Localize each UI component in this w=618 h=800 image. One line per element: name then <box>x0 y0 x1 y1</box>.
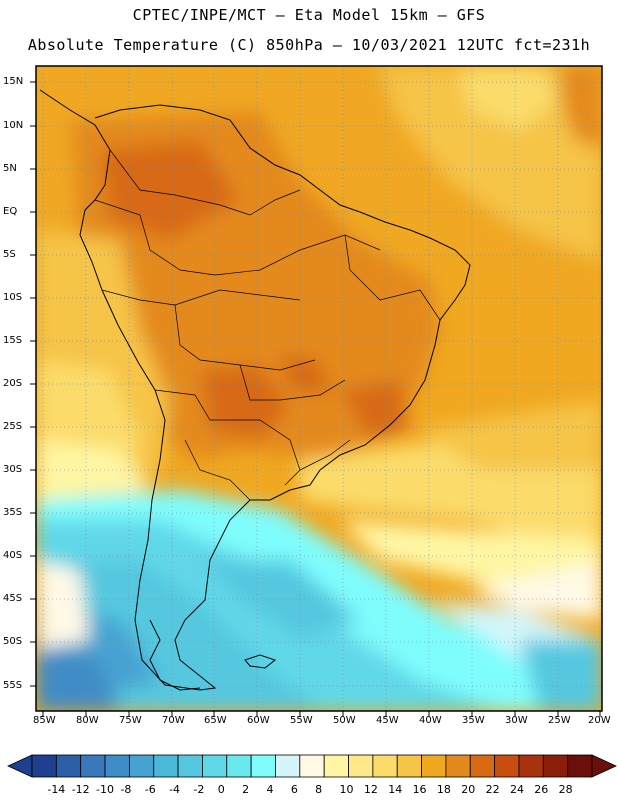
colorbar-tick-label: 22 <box>485 783 500 796</box>
colorbar-tick-label: 0 <box>217 783 225 796</box>
lat-label: 30S <box>3 464 23 475</box>
colorbar-cell <box>445 754 471 778</box>
colorbar-cell <box>421 754 447 778</box>
colorbar-tick-label: -10 <box>96 783 114 796</box>
lat-label: 10N <box>3 120 24 131</box>
colorbar-cell <box>396 754 422 778</box>
colorbar-tick-label: 20 <box>461 783 476 796</box>
colorbar-cells <box>7 754 617 778</box>
colorbar-cell <box>153 754 179 778</box>
lon-label: 80W <box>76 715 99 726</box>
colorbar-tick-label: 28 <box>558 783 573 796</box>
lat-label: 10S <box>3 292 23 303</box>
colorbar-cell <box>518 754 544 778</box>
colorbar-cell <box>348 754 374 778</box>
colorbar-cell <box>55 754 82 778</box>
country-borders <box>94 149 441 501</box>
colorbar-cell <box>80 754 106 778</box>
colorbar-tick-label: 12 <box>363 783 378 796</box>
colorbar-cell <box>469 754 496 778</box>
colorbar-cell <box>299 754 325 778</box>
colorbar-tick-label: -6 <box>144 783 156 796</box>
colorbar-tick-label: 10 <box>339 783 354 796</box>
lat-label: 45S <box>3 593 23 604</box>
colorbar-tick-label: 6 <box>290 783 298 796</box>
colorbar-cell <box>177 754 203 778</box>
lat-label: 15N <box>3 76 24 87</box>
lon-label: 40W <box>419 715 442 726</box>
lon-label: 35W <box>462 715 485 726</box>
lon-label: 30W <box>505 715 528 726</box>
lat-label: 50S <box>3 636 23 647</box>
colorbar-tick-label: 26 <box>534 783 549 796</box>
lat-label: 25S <box>3 421 23 432</box>
colorbar-tick-label: -12 <box>71 783 90 796</box>
colorbar-arrow-low <box>7 754 33 778</box>
colorbar-cell <box>494 754 520 778</box>
colorbar-tick-label: -4 <box>169 783 181 796</box>
colorbar-cell <box>226 754 252 778</box>
lat-label: 40S <box>3 550 23 561</box>
colorbar-cell <box>323 754 349 778</box>
colorbar-cell <box>250 754 276 778</box>
colorbar-cell <box>542 754 569 778</box>
temperature-field <box>36 66 602 711</box>
lon-label: 50W <box>333 715 356 726</box>
map-frame <box>35 65 603 712</box>
lon-label: 85W <box>33 715 56 726</box>
lat-label: 5S <box>3 249 16 260</box>
lon-label: 20W <box>588 715 611 726</box>
lat-label: 20S <box>3 378 23 389</box>
colorbar-tick-label: 8 <box>315 783 323 796</box>
colorbar-tick-label: -14 <box>47 783 66 796</box>
coastlines <box>39 89 471 691</box>
lat-label: 35S <box>3 507 23 518</box>
title-line-1: CPTEC/INPE/MCT – Eta Model 15km – GFS <box>132 6 486 24</box>
lon-label: 45W <box>376 715 399 726</box>
lat-label: 15S <box>3 335 23 346</box>
colorbar-tick-label: 16 <box>412 783 427 796</box>
title-line-2: Absolute Temperature (C) 850hPa – 10/03/… <box>27 36 591 54</box>
lon-label: 60W <box>247 715 270 726</box>
colorbar-tick-label: 18 <box>436 783 451 796</box>
colorbar-tick-label: -2 <box>193 783 205 796</box>
colorbar-cell <box>202 754 228 778</box>
colorbar-cell <box>128 754 155 778</box>
colorbar-cell <box>31 754 57 778</box>
colorbar-tick-label: -8 <box>120 783 132 796</box>
colorbar-tick-label: 2 <box>242 783 250 796</box>
colorbar-cell <box>567 754 593 778</box>
axis-ticks <box>30 81 601 717</box>
colorbar-tick-label: 14 <box>388 783 403 796</box>
lon-label: 55W <box>290 715 313 726</box>
lon-label: 65W <box>204 715 227 726</box>
lon-label: 75W <box>119 715 142 726</box>
lat-label: 55S <box>3 680 23 691</box>
colorbar-cell <box>104 754 130 778</box>
colorbar-arrow-high <box>591 754 617 778</box>
colorbar-cell <box>372 754 398 778</box>
colorbar-tick-label: 4 <box>266 783 274 796</box>
lat-label: 5N <box>3 163 17 174</box>
colorbar-tick-label: 24 <box>509 783 524 796</box>
colorbar-cell <box>275 754 301 778</box>
lon-label: 25W <box>548 715 571 726</box>
lon-label: 70W <box>162 715 185 726</box>
lat-label: EQ <box>3 206 18 217</box>
